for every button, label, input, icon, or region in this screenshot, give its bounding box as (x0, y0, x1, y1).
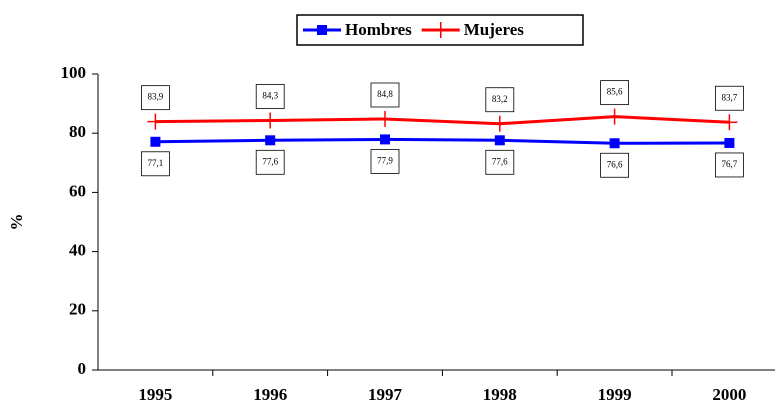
point (724, 137, 735, 148)
point (262, 112, 279, 129)
point (150, 136, 161, 147)
y-tick-label: 80 (69, 122, 86, 141)
data-label-box (715, 152, 744, 178)
data-label: 77,1 (148, 158, 164, 168)
data-label-box (370, 149, 400, 174)
point (377, 110, 393, 127)
data-label-box (140, 85, 170, 111)
legend-label: Mujeres (464, 20, 524, 39)
series-line (155, 115, 730, 126)
data-label: 84,8 (377, 89, 393, 99)
x-tick-label: 1999 (598, 385, 632, 404)
x-tick-label: 2000 (712, 385, 746, 404)
data-label: 83,7 (722, 92, 738, 102)
data-label: 83,9 (148, 92, 164, 102)
legend-marker (317, 25, 327, 35)
data-label: 77,6 (262, 156, 278, 166)
data-label: 76,6 (607, 159, 623, 169)
series-line (155, 137, 730, 145)
data-label: 77,6 (492, 156, 508, 166)
y-tick-label: 60 (69, 181, 86, 200)
data-label-box (485, 87, 515, 113)
point (721, 114, 738, 131)
legend-marker (432, 22, 449, 38)
x-tick-label: 1998 (483, 385, 517, 404)
point (265, 135, 276, 146)
y-tick-label: 0 (78, 359, 87, 378)
point (494, 135, 505, 146)
point (606, 108, 623, 125)
legend-label: Hombres (345, 20, 412, 39)
data-label-box (140, 151, 170, 177)
data-label-box (485, 149, 515, 175)
y-tick-label: 100 (61, 63, 87, 82)
data-label-box (255, 84, 285, 109)
data-label-box (600, 152, 629, 178)
data-label: 76,7 (722, 159, 738, 169)
point (147, 113, 164, 130)
data-label: 85,6 (607, 87, 623, 97)
data-label: 83,2 (492, 94, 508, 104)
data-label-box (715, 85, 744, 111)
x-tick-label: 1997 (368, 385, 403, 404)
data-label: 84,3 (262, 91, 278, 101)
data-label-box (370, 82, 400, 108)
point (609, 138, 620, 149)
y-tick-label: 20 (69, 300, 86, 319)
point (491, 115, 508, 132)
data-label: 77,9 (377, 155, 393, 165)
data-label-box (255, 149, 285, 175)
point (380, 134, 390, 145)
data-label-box (600, 80, 629, 106)
x-tick-label: 1995 (138, 385, 172, 404)
x-tick-label: 1996 (253, 385, 287, 404)
y-axis-label: % (7, 214, 26, 231)
y-tick-label: 40 (69, 241, 86, 260)
